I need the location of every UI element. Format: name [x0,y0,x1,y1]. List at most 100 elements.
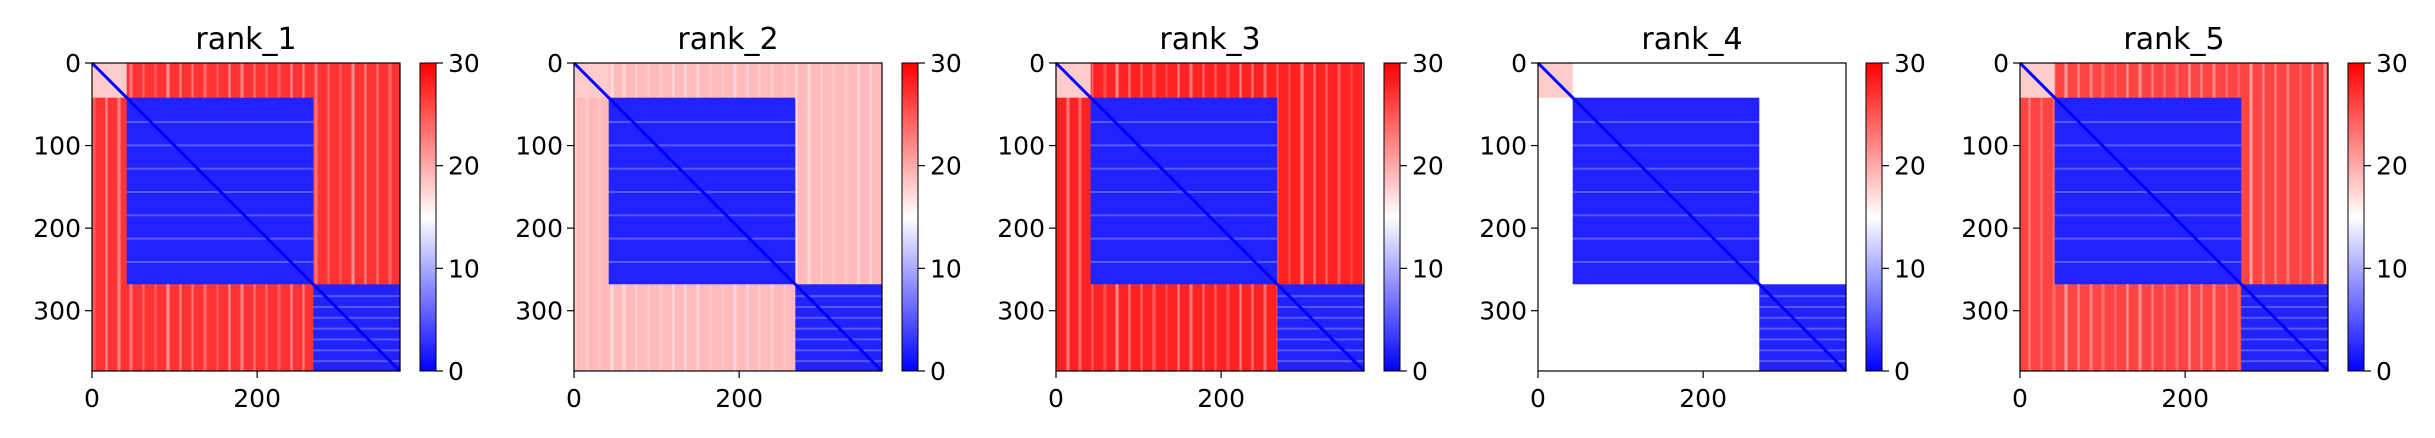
colorbar [419,62,437,372]
heatmap-texture-line [1759,349,1846,352]
colorbar-tick-label: 20 [448,152,480,181]
heatmap-texture-line [1560,63,1562,371]
chart-title: rank_2 [677,22,778,57]
x-tick-label: 200 [715,384,763,413]
heatmap-texture-line [353,63,355,371]
colorbar-tick-label: 10 [448,254,480,283]
heatmap-texture-line [126,214,314,217]
heatmap-texture-line [1793,63,1795,371]
heatmap-texture-line [1277,305,1364,308]
heatmap-texture-line [2324,63,2326,371]
colorbar-tick-label: 10 [930,254,962,283]
heatmap-texture-line [1277,360,1364,363]
heatmap-texture-line [1571,63,1573,371]
heatmap-texture-line [313,305,400,308]
heatmap-texture-line [2054,144,2242,147]
heatmap-texture-line [1067,63,1069,371]
heatmap-texture-line [1066,63,1068,371]
heatmap-texture-line [1781,63,1783,371]
heatmap-texture-line [313,349,400,352]
heatmap-texture-line [352,63,354,371]
heatmap-texture-line [2323,63,2325,371]
heatmap-texture-line [808,63,810,371]
heatmap-diagonal [1536,61,1848,373]
heatmap-texture-line [117,63,119,371]
heatmap-texture-line [1090,121,1278,124]
heatmap-texture-line [1277,63,1279,371]
heatmap-texture-line [1301,63,1303,371]
heatmap-texture-line [2312,63,2314,371]
heatmap-texture-line [608,214,796,217]
y-tick-label: 100 [515,132,563,161]
heatmap-texture-line [364,63,366,371]
y-tick-label: 100 [33,132,81,161]
heatmap-texture-line [1277,338,1364,341]
heatmap-texture-line [608,121,796,124]
heatmap-texture-line [1572,167,1760,170]
heatmap-texture-line [1572,121,1760,124]
heatmap-texture-line [1080,63,1082,371]
y-tick-label: 0 [1993,49,2009,78]
heatmap-texture-line [575,63,577,371]
heatmap-texture-line [2054,214,2242,217]
heatmap-texture-line [2287,63,2289,371]
heatmap-texture-line [821,63,823,371]
axes-frame [1055,62,1365,372]
heatmap-texture-line [1313,63,1315,371]
heatmap-diagonal [1054,61,1366,373]
heatmap-texture-line [1350,63,1352,371]
y-tick-label: 0 [65,49,81,78]
heatmap-texture-line [2028,63,2030,371]
x-tick-label: 0 [2012,384,2028,413]
heatmap-texture-line [118,63,120,371]
x-tick-label: 200 [233,384,281,413]
chart-title: rank_4 [1641,22,1742,57]
heatmap-texture-line [2041,63,2043,371]
heatmap-texture-line [1572,260,1760,263]
heatmap-texture-line [1782,63,1784,371]
heatmap-texture-line [608,167,796,170]
heatmap-texture-line [1078,63,1080,371]
y-tick-label: 100 [997,132,1045,161]
heatmap-texture-line [93,63,95,371]
heatmap-texture-line [2299,63,2301,371]
heatmap-texture-line [313,338,400,341]
heatmap-texture-line [1090,167,1278,170]
colorbar-tick-label: 0 [930,357,946,386]
heatmap-texture-line [1314,63,1316,371]
heatmap-texture-line [2250,63,2252,371]
heatmap-texture-line [1759,305,1846,308]
heatmap-texture-line [1830,63,1832,371]
colorbar-tick-label: 30 [930,49,962,78]
colorbar-tick-label: 30 [1412,49,1444,78]
heatmap-texture-line [2054,260,2242,263]
x-tick-label: 0 [566,384,582,413]
x-tick-label: 0 [84,384,100,413]
heatmap-texture-line [795,295,882,298]
heatmap-texture-line [2311,63,2313,371]
colorbar-tick-label: 20 [1412,152,1444,181]
heatmap-texture-line [1844,63,1846,371]
heatmap-texture-line [1795,63,1797,371]
heatmap-texture-line [1769,63,1771,371]
heatmap-texture-line [1325,63,1327,371]
heatmap-texture-line [795,360,882,363]
heatmap-texture-line [365,63,367,371]
heatmap-texture-line [389,63,391,371]
heatmap-texture-line [2054,237,2242,240]
heatmap-texture-line [869,63,871,371]
heatmap-texture-line [327,63,329,371]
heatmap-panel: rank_5 0 100 200 300 0 200 0 10 20 30 [1961,22,2408,413]
heatmap-texture-line [94,63,96,371]
heatmap-texture-line [1572,144,1760,147]
heatmap-texture-line [1818,63,1820,371]
heatmap-panel: rank_2 0 100 200 300 0 200 0 10 20 30 [515,22,962,413]
heatmap-texture-line [2288,63,2290,371]
y-tick-label: 300 [1479,297,1527,326]
heatmap-texture-line [1561,63,1563,371]
heatmap-texture-line [2262,63,2264,371]
heatmap-texture-line [1548,63,1550,371]
y-tick-label: 300 [997,297,1045,326]
y-tick-label: 0 [1511,49,1527,78]
heatmap-texture-line [2241,338,2328,341]
